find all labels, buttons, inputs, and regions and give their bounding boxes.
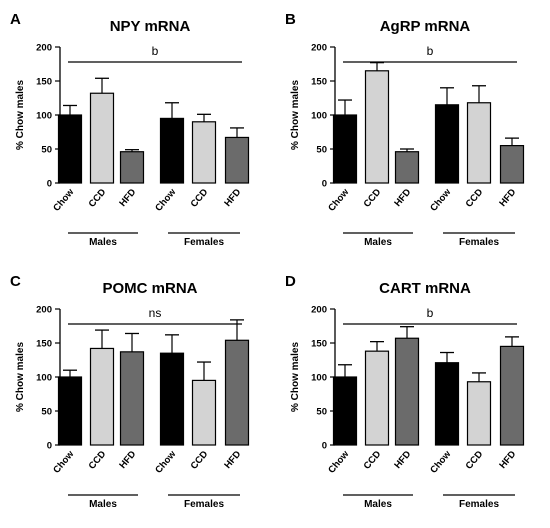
category-label: CCD (362, 187, 384, 210)
bar (191, 121, 217, 184)
category-label: HFD (117, 449, 138, 471)
category-label: CCD (464, 449, 486, 472)
y-tick-label: 150 (311, 339, 327, 350)
y-tick-label: 0 (322, 179, 327, 190)
y-tick-label: 150 (36, 339, 52, 350)
y-tick-label: 50 (41, 145, 52, 156)
panel-a: A NPY mRNA % Chow males 0 50 100 150 200 b Chow CC… (10, 11, 250, 248)
category-label: HFD (222, 449, 243, 471)
y-tick-label: 150 (311, 77, 327, 88)
bar (466, 102, 492, 184)
bar (394, 337, 420, 446)
significance-label: b (427, 44, 434, 58)
panel-letter: A (10, 11, 21, 28)
y-tick-label: 200 (36, 43, 52, 54)
y-axis-label: % Chow males (290, 80, 301, 150)
category-label: Chow (326, 448, 351, 475)
panel-c: C POMC mRNA % Chow males 0 50 100 150 200 ns Chow… (10, 273, 250, 510)
y-tick-label: 100 (36, 373, 52, 384)
category-label: Chow (326, 186, 351, 213)
y-tick-label: 200 (311, 43, 327, 54)
y-tick-label: 100 (36, 111, 52, 122)
y-tick-label: 100 (311, 111, 327, 122)
significance-label: b (427, 306, 434, 320)
bar (224, 339, 250, 446)
category-label: CCD (87, 187, 109, 210)
category-label: CCD (464, 187, 486, 210)
bar (119, 351, 145, 446)
category-label: HFD (497, 449, 518, 471)
bar (57, 376, 83, 446)
category-label: HFD (392, 449, 413, 471)
category-label: HFD (392, 187, 413, 209)
bar (499, 345, 525, 446)
bar (499, 145, 525, 184)
significance-label: ns (149, 306, 162, 320)
panel-d: D CART mRNA % Chow males 0 50 100 150 200 b Chow C… (285, 273, 525, 510)
bar (434, 104, 460, 184)
category-label: CCD (189, 449, 211, 472)
panel-b: B AgRP mRNA % Chow males 0 50 100 150 200 b Chow C… (285, 11, 525, 248)
category-label: CCD (87, 449, 109, 472)
y-tick-label: 50 (316, 407, 327, 418)
group-label-females: Females (459, 499, 499, 510)
bar (434, 362, 460, 446)
bar (119, 151, 145, 184)
y-tick-label: 100 (311, 373, 327, 384)
significance-label: b (152, 44, 159, 58)
y-tick-label: 150 (36, 77, 52, 88)
panel-letter: C (10, 273, 21, 290)
bar (191, 379, 217, 446)
bar (159, 117, 185, 184)
group-label-males: Males (364, 237, 392, 248)
bar (57, 114, 83, 184)
category-label: Chow (51, 448, 76, 475)
group-label-males: Males (89, 499, 117, 510)
bar (159, 352, 185, 446)
category-label: CCD (189, 187, 211, 210)
category-label: Chow (51, 186, 76, 213)
bar (394, 151, 420, 184)
category-label: Chow (428, 186, 453, 213)
category-label: HFD (222, 187, 243, 209)
y-tick-label: 0 (47, 441, 52, 452)
group-label-females: Females (459, 237, 499, 248)
bar (466, 381, 492, 446)
y-tick-label: 0 (322, 441, 327, 452)
y-tick-label: 0 (47, 179, 52, 190)
category-label: CCD (362, 449, 384, 472)
group-label-males: Males (89, 237, 117, 248)
y-axis-label: % Chow males (15, 342, 26, 412)
panel-letter: D (285, 273, 296, 290)
bar (89, 347, 115, 446)
group-label-females: Females (184, 237, 224, 248)
bar (332, 376, 358, 446)
y-tick-label: 50 (41, 407, 52, 418)
chart-title: POMC mRNA (102, 280, 197, 297)
chart-title: CART mRNA (379, 280, 471, 297)
y-axis-label: % Chow males (290, 342, 301, 412)
y-axis-label: % Chow males (15, 80, 26, 150)
bar (332, 114, 358, 184)
bar (89, 92, 115, 184)
y-tick-label: 50 (316, 145, 327, 156)
bar (364, 350, 390, 446)
chart-title: AgRP mRNA (380, 18, 471, 35)
chart-title: NPY mRNA (110, 18, 191, 35)
category-label: Chow (153, 448, 178, 475)
y-tick-label: 200 (36, 305, 52, 316)
category-label: Chow (153, 186, 178, 213)
panel-letter: B (285, 11, 296, 28)
category-label: HFD (497, 187, 518, 209)
y-tick-label: 200 (311, 305, 327, 316)
bar (364, 70, 390, 184)
bar (224, 136, 250, 184)
category-label: Chow (428, 448, 453, 475)
category-label: HFD (117, 187, 138, 209)
group-label-males: Males (364, 499, 392, 510)
group-label-females: Females (184, 499, 224, 510)
